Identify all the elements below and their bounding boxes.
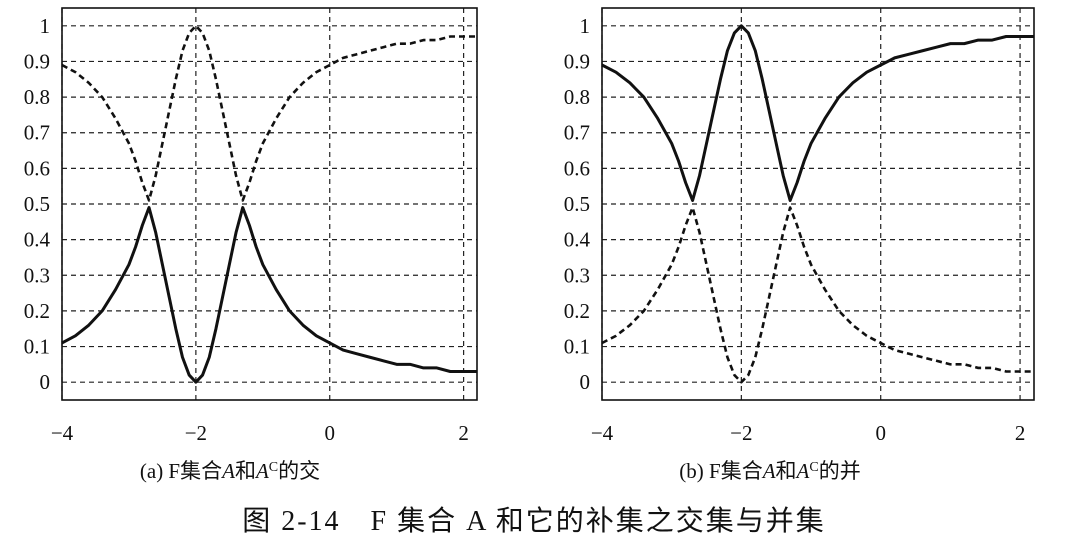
y-tick-label: 0.5 <box>564 192 590 216</box>
y-tick-label: 0.4 <box>564 228 591 252</box>
y-tick-label: 0.9 <box>564 49 590 73</box>
y-tick-label: 0.7 <box>24 121 50 145</box>
x-tick-label: 0 <box>324 421 335 445</box>
series-line <box>601 206 1034 384</box>
y-tick-label: 0.9 <box>24 49 50 73</box>
y-tick-label: 1 <box>40 14 51 38</box>
series-line <box>601 24 1034 202</box>
x-tick-label: 2 <box>1015 421 1026 445</box>
series-line <box>61 24 477 202</box>
x-tick-label: −2 <box>185 421 207 445</box>
y-tick-label: 0.6 <box>564 156 590 180</box>
y-tick-label: 0.2 <box>564 299 590 323</box>
figure-caption: 图 2-14 F 集合 A 和它的补集之交集与并集 <box>242 505 826 537</box>
y-tick-label: 0.4 <box>24 228 51 252</box>
chart-panel: 0 0.1 0.2 0.3 0.4 0.5 0.6 0.7 0.8 0.9 1 −4 −2 0 2 (b) F… <box>564 7 1035 483</box>
y-tick-label: 0.8 <box>564 85 590 109</box>
y-tick-label: 0.5 <box>24 192 50 216</box>
caption-part: A <box>220 459 235 483</box>
caption-part: 的交 <box>278 459 320 483</box>
y-tick-label: 0 <box>40 370 51 394</box>
y-tick-label: 1 <box>580 14 591 38</box>
chart-panel: 0 0.1 0.2 0.3 0.4 0.5 0.6 0.7 0.8 0.9 1 −4 −2 0 2 (a) F… <box>24 7 478 483</box>
plot-frame <box>61 7 478 401</box>
caption-part: (b) F集合 <box>679 459 762 483</box>
x-tick-label: 2 <box>458 421 469 445</box>
chart-caption: (a) F集合A和AC的交 <box>140 459 320 483</box>
x-tick-label: −4 <box>51 421 74 445</box>
y-tick-label: 0.1 <box>564 335 590 359</box>
caption-part: A <box>795 459 810 483</box>
caption-part: (a) F集合 <box>140 459 222 483</box>
y-tick-label: 0.7 <box>564 121 590 145</box>
caption-part: 和 <box>235 459 256 483</box>
caption-part: C <box>809 460 818 475</box>
x-tick-label: −2 <box>730 421 752 445</box>
caption-part: A <box>761 459 776 483</box>
caption-part: 的并 <box>819 459 861 483</box>
x-tick-label: −4 <box>591 421 614 445</box>
y-tick-label: 0.3 <box>564 263 590 287</box>
plot-frame <box>601 7 1035 401</box>
caption-part: 和 <box>776 459 797 483</box>
y-tick-label: 0.8 <box>24 85 50 109</box>
y-tick-label: 0.6 <box>24 156 50 180</box>
y-tick-label: 0 <box>580 370 591 394</box>
y-tick-label: 0.3 <box>24 263 50 287</box>
series-line <box>61 206 477 384</box>
caption-part: C <box>269 460 278 475</box>
x-tick-label: 0 <box>875 421 886 445</box>
y-tick-label: 0.1 <box>24 335 50 359</box>
y-tick-label: 0.2 <box>24 299 50 323</box>
chart-caption: (b) F集合A和AC的并 <box>679 459 860 483</box>
caption-part: A <box>254 459 269 483</box>
